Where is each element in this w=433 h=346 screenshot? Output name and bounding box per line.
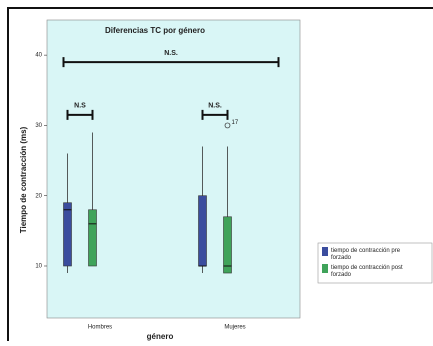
legend-line: forzado	[331, 272, 352, 278]
x-tick-label: Mujeres	[224, 325, 245, 331]
box	[63, 202, 72, 267]
y-tick-label: 10	[35, 264, 42, 270]
y-axis-label: Tiempo de contracción (ms)	[19, 126, 28, 233]
legend-label: tiempo de contracción post forzado	[331, 265, 403, 278]
x-axis-label: género	[147, 332, 174, 341]
box	[198, 195, 207, 267]
legend-label: tiempo de contracción pre forzado	[331, 248, 401, 261]
box	[223, 216, 232, 274]
legend-line: tiempo de contracción pre	[331, 248, 401, 254]
y-tick-label: 30	[35, 123, 42, 129]
significance-label: N.S	[74, 103, 86, 110]
y-tick-label: 20	[35, 193, 42, 199]
significance-label: N.S.	[164, 50, 178, 57]
chart-title: Diferencias TC por género	[105, 26, 205, 35]
legend-line: tiempo de contracción post	[331, 265, 403, 271]
outlier-label: 17	[232, 120, 239, 126]
box	[88, 209, 97, 267]
significance-bracket	[201, 109, 229, 120]
significance-label: N.S.	[208, 103, 222, 110]
x-tick-label: Hombres	[88, 325, 112, 331]
legend-line: forzado	[331, 255, 352, 261]
significance-bracket	[62, 57, 280, 68]
legend-swatch	[322, 264, 328, 273]
legend	[317, 242, 433, 284]
frame	[7, 7, 433, 341]
plot-area	[46, 19, 301, 319]
significance-bracket	[66, 109, 94, 120]
y-tick-label: 40	[35, 53, 42, 59]
legend-swatch	[322, 247, 328, 256]
outlier	[224, 122, 231, 129]
